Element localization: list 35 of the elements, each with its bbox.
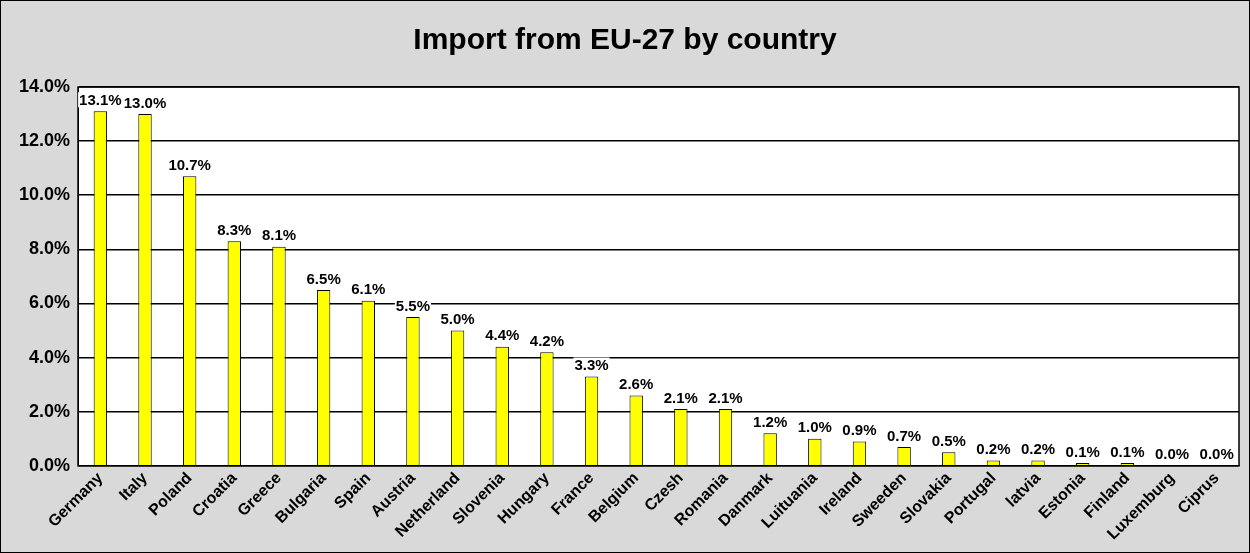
data-label: 3.3% xyxy=(574,356,609,374)
y-tick-label: 4.0% xyxy=(29,346,71,367)
data-label: 5.0% xyxy=(440,310,475,328)
y-tick-label: 10.0% xyxy=(18,184,71,205)
data-label: 1.0% xyxy=(797,418,832,436)
data-label: 10.7% xyxy=(168,155,211,173)
y-tick-label: 8.0% xyxy=(29,238,71,259)
y-tick-label: 0.0% xyxy=(29,454,71,475)
data-label: 8.3% xyxy=(217,220,252,238)
data-label: 0.0% xyxy=(1154,445,1190,463)
data-label: 13.1% xyxy=(79,90,122,108)
data-label: 0.9% xyxy=(842,421,877,439)
data-label: 4.2% xyxy=(529,331,564,349)
data-label: 2.1% xyxy=(708,388,743,406)
data-label: 2.6% xyxy=(619,375,654,393)
data-label: 0.5% xyxy=(931,431,966,449)
data-label: 0.7% xyxy=(887,426,922,444)
y-tick-label: 6.0% xyxy=(29,292,71,313)
data-label: 6.1% xyxy=(351,280,386,298)
data-label: 0.0% xyxy=(1199,445,1234,463)
chart-title: Import from EU-27 by country xyxy=(413,22,837,56)
y-tick-label: 14.0% xyxy=(18,75,71,96)
data-label: 1.2% xyxy=(753,412,788,430)
data-label: 8.1% xyxy=(261,226,297,244)
data-label: 0.2% xyxy=(1020,440,1056,458)
data-label: 6.5% xyxy=(306,269,341,287)
data-label: 2.1% xyxy=(663,388,698,406)
data-label: 0.2% xyxy=(976,440,1011,458)
data-label: 13.0% xyxy=(123,93,167,111)
data-label: 0.1% xyxy=(1065,442,1100,460)
y-tick-label: 12.0% xyxy=(18,130,71,151)
data-label: 0.1% xyxy=(1110,442,1145,460)
data-label: 5.5% xyxy=(395,296,431,314)
data-label: 4.4% xyxy=(485,326,520,344)
y-tick-label: 2.0% xyxy=(29,400,71,421)
